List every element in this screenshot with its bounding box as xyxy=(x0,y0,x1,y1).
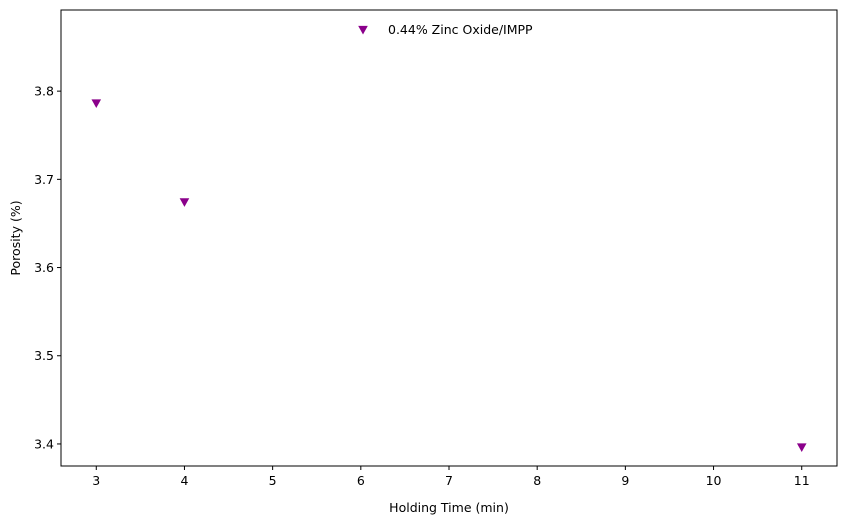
x-tick-label: 10 xyxy=(706,473,722,488)
data-point xyxy=(91,99,102,109)
y-tick-label: 3.4 xyxy=(34,436,54,451)
x-tick-label: 8 xyxy=(533,473,541,488)
legend-marker xyxy=(358,25,368,35)
x-axis-ticks: 3 4 5 6 7 8 9 10 11 xyxy=(92,466,810,488)
x-tick-label: 3 xyxy=(92,473,100,488)
x-tick-label: 11 xyxy=(794,473,810,488)
y-axis-label: Porosity (%) xyxy=(8,200,23,275)
y-axis-ticks: 3.4 3.5 3.6 3.7 3.8 xyxy=(34,84,61,451)
x-tick-label: 7 xyxy=(445,473,453,488)
y-tick-label: 3.5 xyxy=(34,348,54,363)
x-tick-label: 4 xyxy=(180,473,188,488)
x-tick-label: 5 xyxy=(269,473,277,488)
y-tick-label: 3.6 xyxy=(34,260,54,275)
x-axis-label: Holding Time (min) xyxy=(389,500,509,515)
data-points xyxy=(91,99,807,453)
data-point xyxy=(796,443,807,453)
x-tick-label: 6 xyxy=(357,473,365,488)
legend-label: 0.44% Zinc Oxide/IMPP xyxy=(388,22,533,37)
plot-area-border xyxy=(60,9,838,467)
data-point xyxy=(179,198,190,207)
x-tick-label: 9 xyxy=(621,473,629,488)
y-tick-label: 3.8 xyxy=(34,84,54,99)
y-tick-label: 3.7 xyxy=(34,172,54,187)
legend: 0.44% Zinc Oxide/IMPP xyxy=(358,22,533,37)
